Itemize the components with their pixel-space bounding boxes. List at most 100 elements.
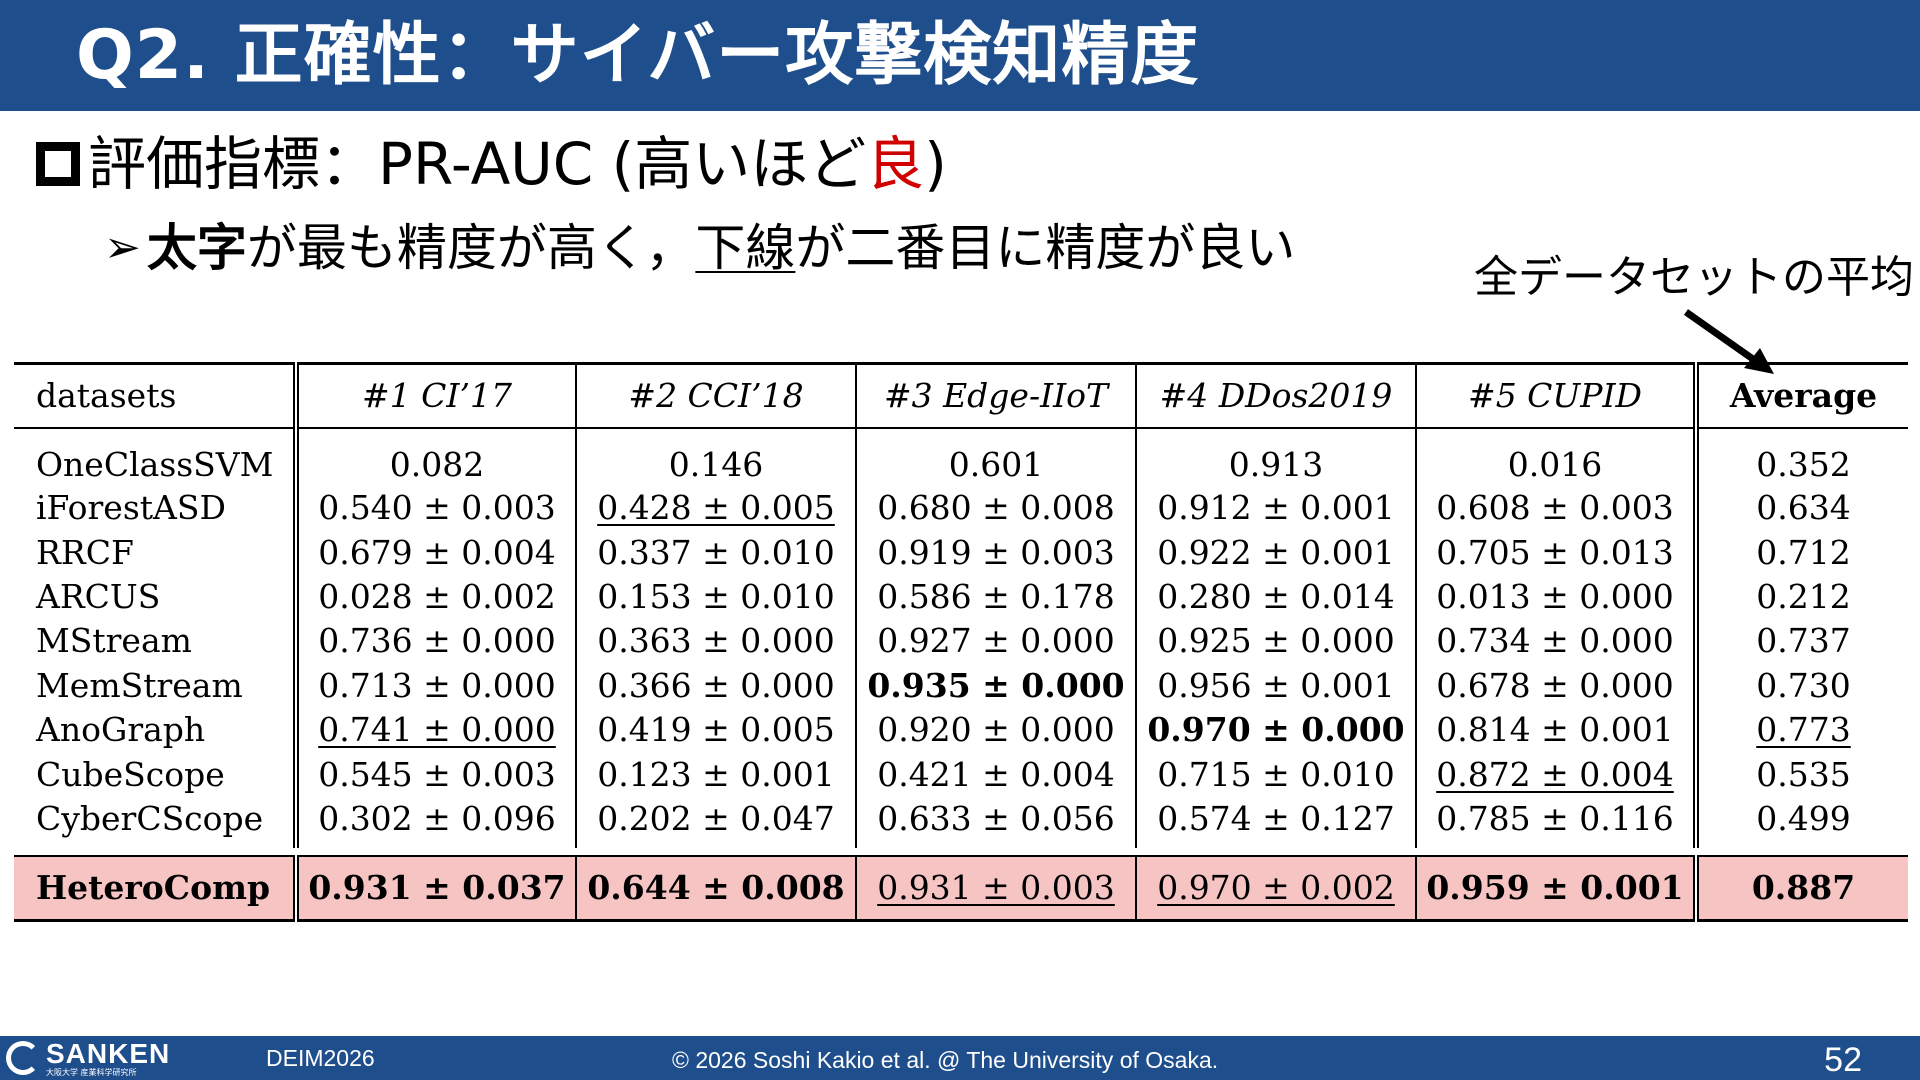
footer-conference: DEIM2026 bbox=[266, 1045, 375, 1071]
table-cell: 0.713 ± 0.000 bbox=[293, 663, 576, 708]
method-name: iForestASD bbox=[36, 488, 226, 528]
sanken-logo: SANKEN 大阪大学 産業科学研究所 bbox=[6, 1038, 170, 1078]
table-cell: 0.028 ± 0.002 bbox=[293, 574, 576, 619]
table-row-rrcf: RRCF 0.679 ± 0.004 0.337 ± 0.010 0.919 ± 0.… bbox=[14, 529, 1908, 575]
table-cell: 0.679 ± 0.004 bbox=[293, 529, 576, 575]
table-cell: 0.153 ± 0.010 bbox=[575, 574, 856, 619]
table-row-heterocomp: HeteroComp 0.931 ± 0.037 0.644 ± 0.008 0… bbox=[14, 855, 1908, 922]
method-name: CubeScope bbox=[36, 754, 225, 794]
average-cell: 0.499 bbox=[1693, 796, 1908, 849]
logo-text: SANKEN bbox=[46, 1037, 171, 1069]
table-cell: 0.013 ± 0.000 bbox=[1415, 574, 1696, 619]
table-cell: 0.920 ± 0.000 bbox=[855, 707, 1136, 752]
table-cell: 0.601 bbox=[855, 427, 1136, 486]
table-cell: 0.814 ± 0.001 bbox=[1415, 707, 1696, 752]
table-cell: 0.586 ± 0.178 bbox=[855, 574, 1136, 619]
bullet-metric-highlight: 良 bbox=[866, 130, 925, 198]
average-annotation: 全データセットの平均 bbox=[1474, 252, 1914, 303]
bullet-legend-underlined: 下線 bbox=[695, 219, 796, 277]
method-name: ARCUS bbox=[36, 576, 161, 616]
table-cell: 0.363 ± 0.000 bbox=[575, 618, 856, 664]
page-number: 52 bbox=[1824, 1041, 1862, 1079]
table-row-anograph: AnoGraph 0.741 ± 0.000 0.419 ± 0.005 0.920 … bbox=[14, 707, 1908, 752]
bullet-metric-suffix: ) bbox=[924, 130, 947, 198]
table-cell: 0.421 ± 0.004 bbox=[855, 751, 1136, 797]
table-row-memstream: MemStream 0.713 ± 0.000 0.366 ± 0.000 0.935… bbox=[14, 663, 1908, 708]
bullet-legend-mid: が最も精度が高く， bbox=[246, 219, 696, 277]
table-cell: 0.925 ± 0.000 bbox=[1135, 618, 1416, 664]
table-cell: 0.931 ± 0.003 bbox=[855, 855, 1136, 922]
header-dataset-4: #4 DDos2019 bbox=[1135, 362, 1416, 429]
results-table: datasets #1 CI’17 #2 CCI’18 #3 Edge-IIoT… bbox=[14, 362, 1908, 922]
table-cell: 0.913 bbox=[1135, 427, 1416, 486]
table-cell: 0.919 ± 0.003 bbox=[855, 529, 1136, 575]
logo-subtext: 大阪大学 産業科学研究所 bbox=[46, 1067, 137, 1077]
average-cell: 0.535 bbox=[1693, 751, 1908, 797]
table-cell: 0.337 ± 0.010 bbox=[575, 529, 856, 575]
table-header-row: datasets #1 CI’17 #2 CCI’18 #3 Edge-IIoT… bbox=[14, 362, 1908, 429]
table-cell: 0.202 ± 0.047 bbox=[575, 796, 856, 849]
method-name: CyberCScope bbox=[36, 798, 264, 838]
table-cell: 0.608 ± 0.003 bbox=[1415, 485, 1696, 530]
table-cell: 0.678 ± 0.000 bbox=[1415, 663, 1696, 708]
table-cell: 0.734 ± 0.000 bbox=[1415, 618, 1696, 664]
table-cell: 0.927 ± 0.000 bbox=[855, 618, 1136, 664]
table-cell: 0.082 bbox=[293, 427, 576, 486]
table-cell: 0.428 ± 0.005 bbox=[575, 485, 856, 530]
header-dataset-5: #5 CUPID bbox=[1415, 362, 1696, 429]
bullet-legend-bold: 太字 bbox=[146, 219, 247, 277]
table-cell: 0.931 ± 0.037 bbox=[293, 855, 576, 922]
header-average: Average bbox=[1693, 362, 1908, 429]
average-cell: 0.730 bbox=[1693, 663, 1908, 708]
average-cell: 0.352 bbox=[1693, 427, 1908, 486]
arrow-bullet-icon: ➢ bbox=[104, 222, 141, 273]
average-cell: 0.887 bbox=[1693, 855, 1908, 922]
bullet-legend: ➢ 太字 が最も精度が高く， 下線 が二番目に精度が良い bbox=[104, 216, 1295, 280]
bullet-metric: 評価指標：PR-AUC (高いほど良) bbox=[36, 126, 947, 202]
average-cell: 0.773 bbox=[1693, 707, 1908, 752]
table-row-arcus: ARCUS 0.028 ± 0.002 0.153 ± 0.010 0.586 ± 0… bbox=[14, 574, 1908, 619]
method-name: MemStream bbox=[36, 665, 243, 705]
footer-bar: SANKEN 大阪大学 産業科学研究所 DEIM2026 © 2026 Sosh… bbox=[0, 1036, 1920, 1080]
table-cell: 0.956 ± 0.001 bbox=[1135, 663, 1416, 708]
table-cell: 0.872 ± 0.004 bbox=[1415, 751, 1696, 797]
table-cell: 0.540 ± 0.003 bbox=[293, 485, 576, 530]
table-cell: 0.935 ± 0.000 bbox=[855, 663, 1136, 708]
table-cell: 0.016 bbox=[1415, 427, 1696, 486]
sanken-logo-icon bbox=[6, 1041, 40, 1075]
average-cell: 0.634 bbox=[1693, 485, 1908, 530]
table-cell: 0.366 ± 0.000 bbox=[575, 663, 856, 708]
bullet-metric-prefix: 評価指標：PR-AUC (高いほど bbox=[88, 130, 867, 198]
table-cell: 0.959 ± 0.001 bbox=[1415, 855, 1696, 922]
table-row-cybercscope: CyberCScope 0.302 ± 0.096 0.202 ± 0.047 0.6… bbox=[14, 796, 1908, 849]
header-dataset-3: #3 Edge-IIoT bbox=[855, 362, 1136, 429]
table-cell: 0.922 ± 0.001 bbox=[1135, 529, 1416, 575]
table-cell: 0.785 ± 0.116 bbox=[1415, 796, 1696, 849]
method-name: AnoGraph bbox=[36, 710, 206, 750]
header-dataset-2: #2 CCI’18 bbox=[575, 362, 856, 429]
table-cell: 0.633 ± 0.056 bbox=[855, 796, 1136, 849]
table-row-oneclasssvm: OneClassSVM 0.082 0.146 0.601 0.913 0.016 0.35… bbox=[14, 427, 1908, 486]
method-name: MStream bbox=[36, 621, 192, 661]
table-cell: 0.146 bbox=[575, 427, 856, 486]
table-cell: 0.419 ± 0.005 bbox=[575, 707, 856, 752]
table-row-mstream: MStream 0.736 ± 0.000 0.363 ± 0.000 0.927 ±… bbox=[14, 618, 1908, 664]
average-cell: 0.737 bbox=[1693, 618, 1908, 664]
header-datasets: datasets bbox=[14, 362, 296, 429]
table-cell: 0.280 ± 0.014 bbox=[1135, 574, 1416, 619]
table-cell: 0.705 ± 0.013 bbox=[1415, 529, 1696, 575]
table-cell: 0.123 ± 0.001 bbox=[575, 751, 856, 797]
table-cell: 0.302 ± 0.096 bbox=[293, 796, 576, 849]
average-cell: 0.212 bbox=[1693, 574, 1908, 619]
table-cell: 0.715 ± 0.010 bbox=[1135, 751, 1416, 797]
table-cell: 0.644 ± 0.008 bbox=[575, 855, 856, 922]
footer-copyright: © 2026 Soshi Kakio et al. @ The Universi… bbox=[672, 1047, 1219, 1073]
slide-title: Q2. 正確性：サイバー攻撃検知精度 bbox=[76, 16, 1200, 95]
table-cell: 0.574 ± 0.127 bbox=[1135, 796, 1416, 849]
title-bar: Q2. 正確性：サイバー攻撃検知精度 bbox=[0, 0, 1920, 111]
table-cell: 0.912 ± 0.001 bbox=[1135, 485, 1416, 530]
table-cell: 0.736 ± 0.000 bbox=[293, 618, 576, 664]
table-cell: 0.545 ± 0.003 bbox=[293, 751, 576, 797]
table-cell: 0.970 ± 0.000 bbox=[1135, 707, 1416, 752]
bullet-legend-suffix: が二番目に精度が良い bbox=[795, 219, 1296, 277]
